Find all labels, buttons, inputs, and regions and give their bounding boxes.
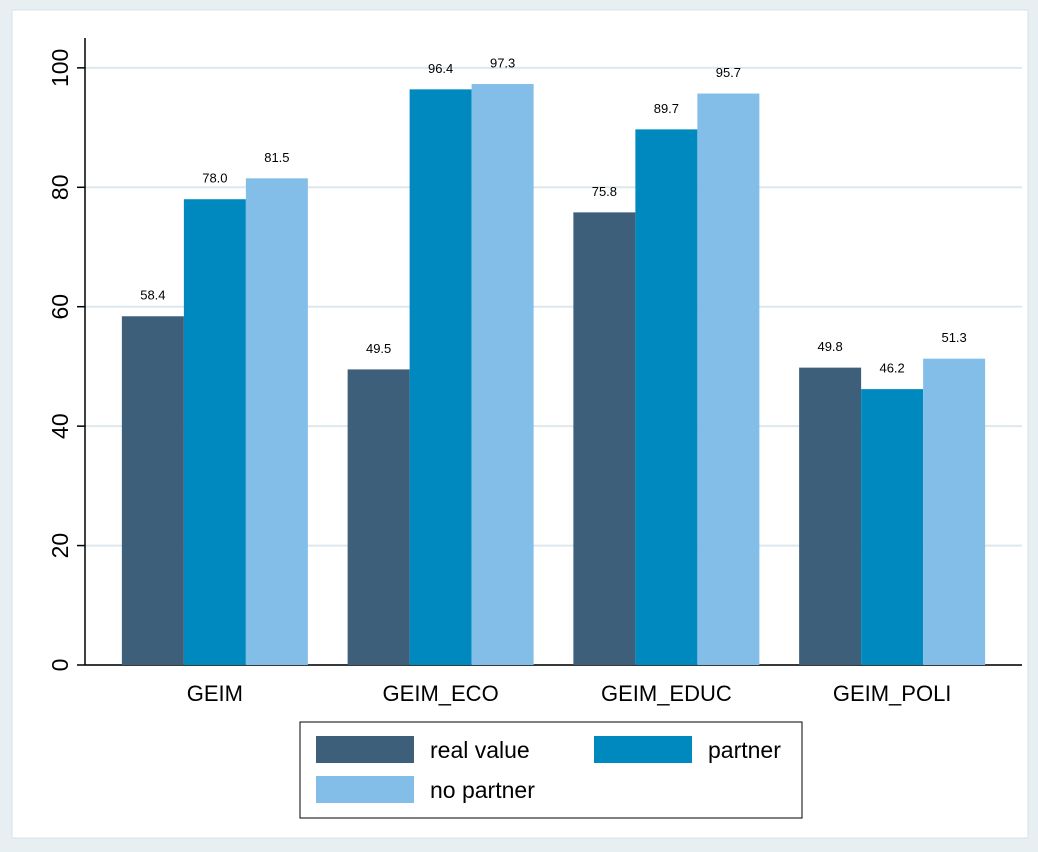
legend-label: partner [708,737,781,763]
x-tick-label: GEIM_EDUC [601,681,732,706]
value-label: 89.7 [654,101,679,116]
value-label: 75.8 [592,184,617,199]
x-tick-label: GEIM_POLI [833,681,952,706]
y-tick-label: 40 [47,413,73,439]
bar [183,199,246,665]
y-tick-label: 60 [47,294,73,320]
value-label: 49.5 [366,341,391,356]
value-label: 58.4 [140,288,165,303]
y-tick-label: 80 [47,174,73,200]
bar [635,129,698,665]
value-label: 81.5 [264,150,289,165]
value-label: 96.4 [428,61,453,76]
legend-swatch [316,736,414,763]
y-tick-label: 20 [47,533,73,559]
legend-label: real value [430,737,530,763]
legend-label: no partner [430,777,535,803]
bar [861,389,924,665]
bar [409,89,472,665]
bar [799,367,862,665]
bar [923,358,986,665]
legend-swatch [316,776,414,803]
y-tick-label: 100 [47,49,73,87]
bar [245,178,308,666]
bar [347,369,410,665]
value-label: 49.8 [817,339,842,354]
x-tick-label: GEIM [187,681,243,706]
legend-swatch [594,736,692,763]
value-label: 46.2 [879,361,904,376]
bar [697,93,760,665]
y-tick-label: 0 [47,659,73,672]
bar [121,316,184,665]
bar [573,212,636,665]
value-label: 78.0 [202,171,227,186]
bar [471,83,534,666]
value-label: 95.7 [716,65,741,80]
x-tick-label: GEIM_ECO [383,681,499,706]
value-label: 97.3 [490,55,515,70]
value-label: 51.3 [941,330,966,345]
